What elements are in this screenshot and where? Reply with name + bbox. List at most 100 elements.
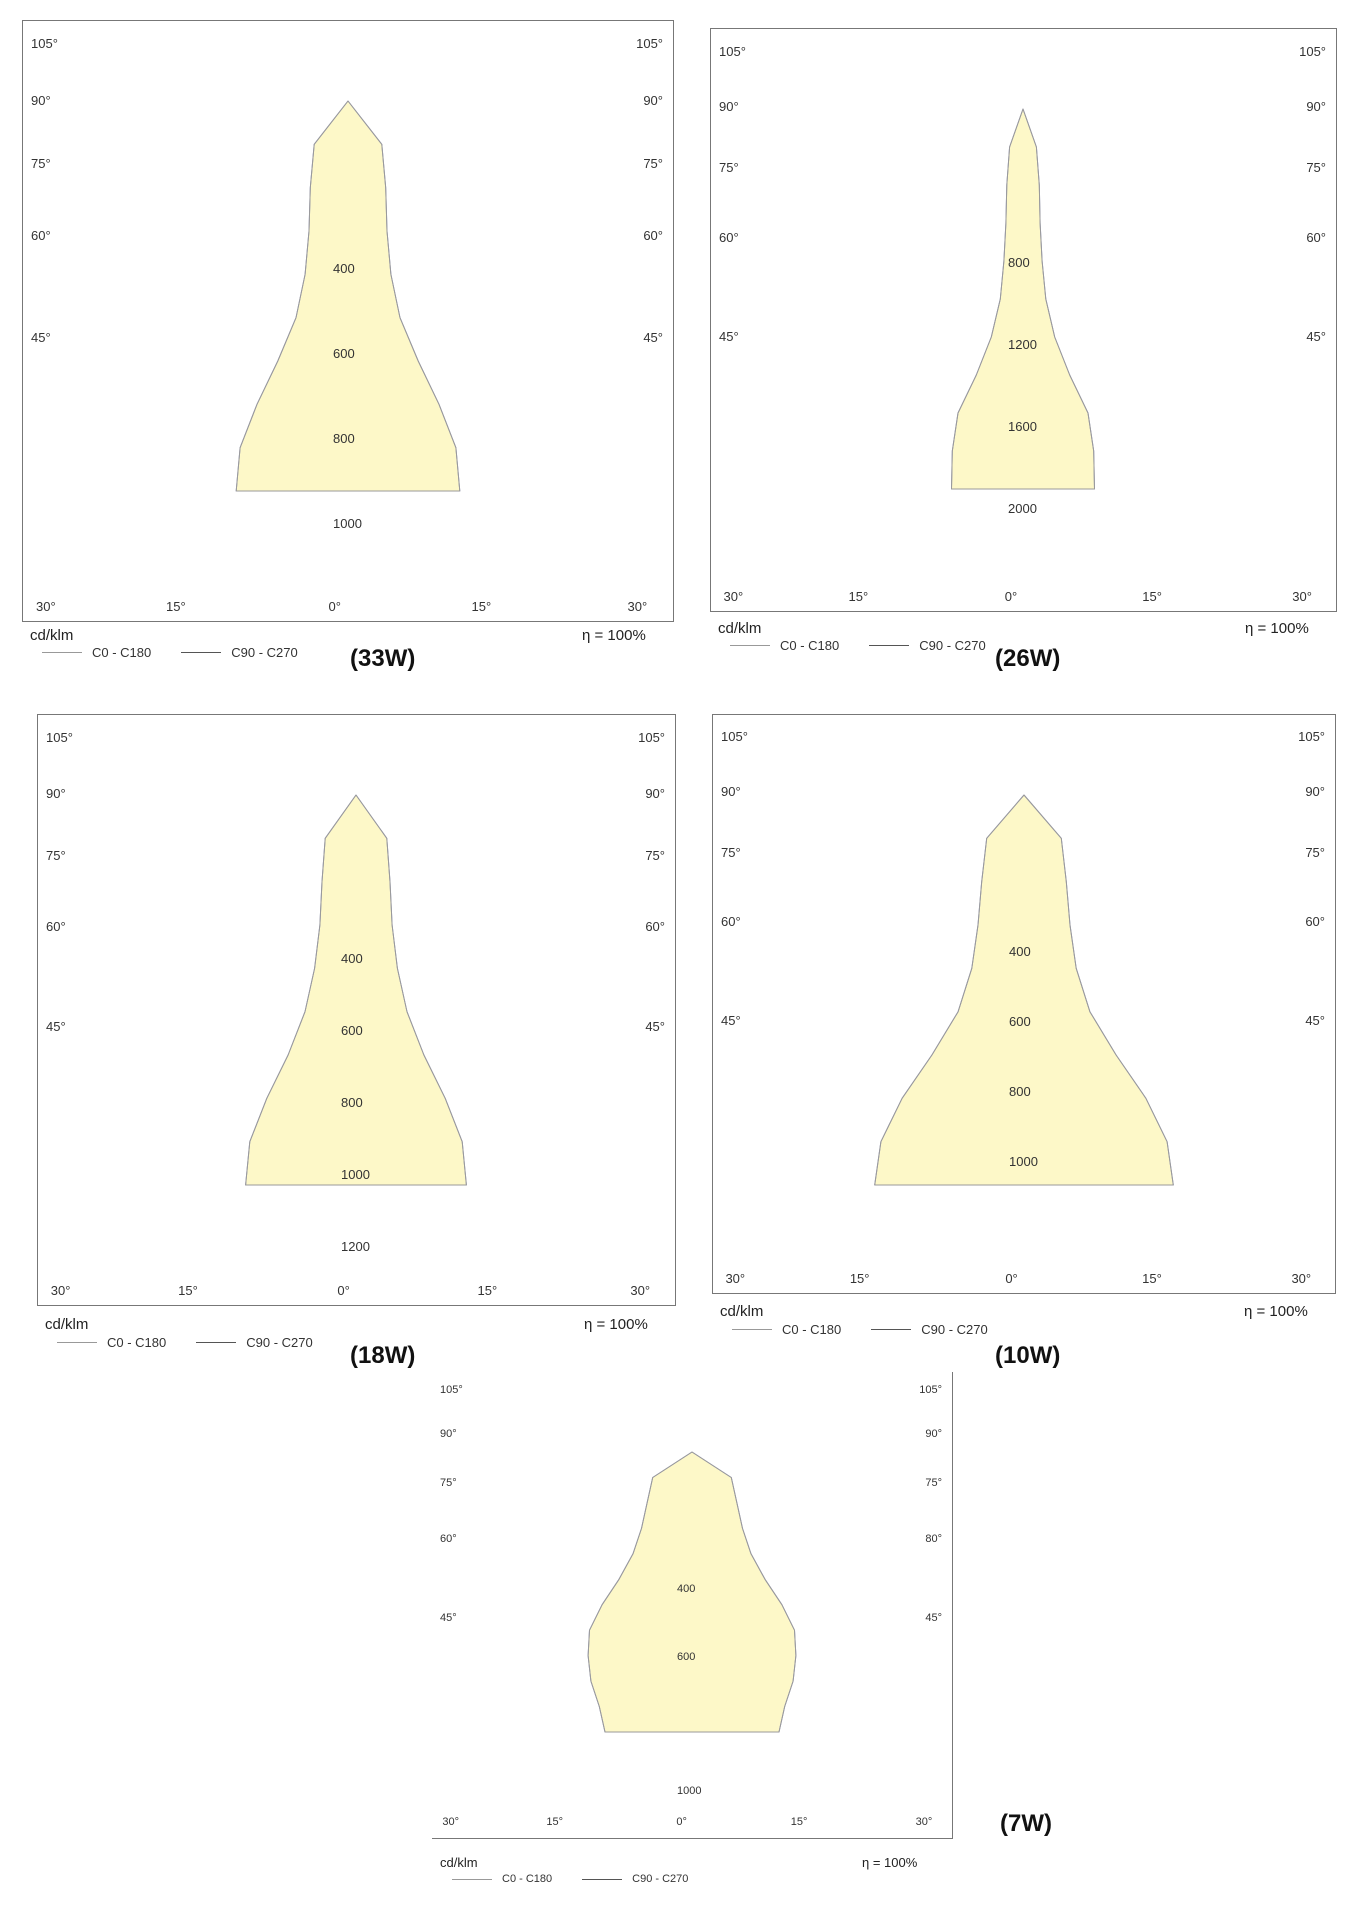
series-curve-c90-c270	[951, 108, 1095, 490]
angle-label-right: 45°	[645, 1018, 665, 1034]
efficiency-label: η = 100%	[862, 1855, 918, 1870]
angle-label-right: 60°	[1306, 229, 1326, 245]
angle-label-left: 105°	[46, 729, 73, 745]
angle-label-right: 45°	[1305, 1012, 1325, 1028]
angle-label-bottom: 0°	[1005, 1271, 1018, 1286]
plot-frame: 105° 90° 75° 60° 45° 105° 90° 75° 60° 45° 30° 15° 0°…	[37, 714, 676, 1306]
angle-label-bottom: 30°	[630, 1283, 651, 1298]
ring-value-label: 400	[1009, 944, 1031, 959]
efficiency-label: η = 100%	[584, 1316, 648, 1333]
legend-swatch	[42, 652, 82, 653]
ring-value-label: 600	[333, 346, 355, 361]
angle-label-bottom: 15°	[471, 599, 492, 614]
angle-label-right: 45°	[643, 330, 663, 345]
legend-entry: C0 - C180	[452, 1873, 552, 1885]
polar-plot	[235, 100, 461, 492]
ring-value-label: 1200	[341, 1239, 370, 1254]
angle-label-right: 75°	[1305, 845, 1325, 861]
unit-label: cd/klm	[45, 1316, 89, 1333]
angle-label-right: 75°	[1306, 159, 1326, 175]
angle-label-bottom: 15°	[848, 589, 869, 604]
angle-label-left: 60°	[440, 1532, 457, 1545]
angle-label-left: 60°	[719, 229, 739, 245]
legend-entry: C90 - C270	[181, 645, 298, 660]
ring-value-label: 600	[1009, 1014, 1031, 1029]
legend-swatch	[452, 1878, 492, 1880]
ring-value-label: 1600	[1008, 419, 1037, 434]
ring-value-label: 2000	[1008, 501, 1037, 516]
angle-label-right: 105°	[636, 36, 663, 51]
angle-label-bottom: 15°	[1142, 589, 1162, 604]
polar-plot	[874, 794, 1174, 1186]
angle-label-left: 105°	[31, 36, 58, 51]
legend-label: C90 - C270	[246, 1335, 313, 1350]
chart-caption: (7W)	[1000, 1810, 1052, 1837]
angle-label-left: 45°	[440, 1611, 457, 1624]
angle-label-left: 90°	[719, 98, 739, 114]
legend-swatch	[57, 1342, 97, 1343]
legend-swatch	[869, 645, 910, 646]
angle-label-bottom: 30°	[723, 589, 744, 604]
angle-label-bottom: 0°	[1004, 589, 1018, 604]
legend-entry: C90 - C270	[196, 1335, 313, 1350]
series-curve-c90-c270	[235, 100, 461, 492]
angle-label-bottom: 15°	[178, 1283, 198, 1298]
legend: C0 - C180 C90 - C270	[42, 645, 328, 660]
ring-value-label: 1000	[1009, 1154, 1038, 1169]
angle-label-bottom: 0°	[676, 1816, 687, 1828]
angle-label-bottom: 15°	[790, 1816, 808, 1828]
angle-label-left: 90°	[31, 93, 51, 108]
angle-label-bottom: 0°	[328, 599, 341, 614]
chart-caption: (10W)	[995, 1342, 1061, 1369]
angle-label-left: 45°	[719, 328, 739, 344]
angle-label-left: 75°	[721, 845, 741, 861]
efficiency-label: η = 100%	[582, 627, 646, 644]
angle-label-left: 75°	[719, 159, 739, 175]
angle-label-right: 80°	[925, 1532, 942, 1545]
unit-label: cd/klm	[720, 1303, 764, 1320]
angle-label-bottom: 15°	[1142, 1271, 1162, 1286]
series-curve-c0-c180	[245, 794, 467, 1186]
angle-label-right: 60°	[645, 918, 665, 934]
angle-label-right: 105°	[1298, 729, 1325, 745]
legend-entry: C0 - C180	[732, 1322, 841, 1337]
ring-value-label: 1000	[341, 1167, 370, 1182]
angle-label-right: 45°	[1306, 328, 1326, 344]
angle-label-right: 90°	[1306, 98, 1326, 114]
ring-value-label: 600	[677, 1651, 696, 1663]
series-curve-c90-c270	[874, 794, 1174, 1186]
angle-label-bottom: 15°	[477, 1283, 498, 1298]
legend: C0 - C180 C90 - C270	[57, 1335, 343, 1350]
angle-label-left: 45°	[46, 1018, 66, 1034]
ring-value-label: 1000	[677, 1785, 702, 1797]
angle-label-left: 45°	[31, 330, 51, 345]
legend-swatch	[871, 1329, 912, 1330]
angle-label-left: 90°	[46, 785, 66, 801]
ring-value-label: 800	[333, 431, 355, 446]
angle-label-bottom: 30°	[915, 1816, 933, 1828]
ring-value-label: 400	[677, 1583, 696, 1595]
legend-label: C0 - C180	[502, 1873, 553, 1885]
legend-entry: C0 - C180	[42, 645, 151, 660]
unit-label: cd/klm	[718, 620, 762, 637]
angle-label-right: 90°	[645, 785, 665, 801]
polar-plot	[245, 794, 467, 1186]
angle-label-right: 90°	[925, 1427, 942, 1440]
angle-label-bottom: 30°	[1292, 589, 1312, 604]
angle-label-left: 105°	[721, 729, 748, 745]
ring-value-label: 800	[1009, 1084, 1031, 1099]
chart-caption: (18W)	[350, 1342, 416, 1369]
legend-swatch	[732, 1329, 772, 1330]
angle-label-right: 60°	[643, 228, 663, 243]
angle-label-left: 75°	[46, 847, 66, 863]
legend-entry: C90 - C270	[869, 638, 986, 653]
legend: C0 - C180 C90 - C270	[732, 1322, 1018, 1337]
legend-swatch	[730, 645, 770, 646]
angle-label-bottom: 15°	[849, 1271, 870, 1286]
legend-label: C0 - C180	[782, 1322, 842, 1337]
ring-value-label: 1000	[333, 516, 362, 531]
angle-label-left: 105°	[440, 1383, 463, 1396]
angle-label-bottom: 0°	[337, 1283, 350, 1298]
legend-label: C0 - C180	[780, 638, 840, 653]
legend: C0 - C180 C90 - C270	[452, 1873, 718, 1885]
